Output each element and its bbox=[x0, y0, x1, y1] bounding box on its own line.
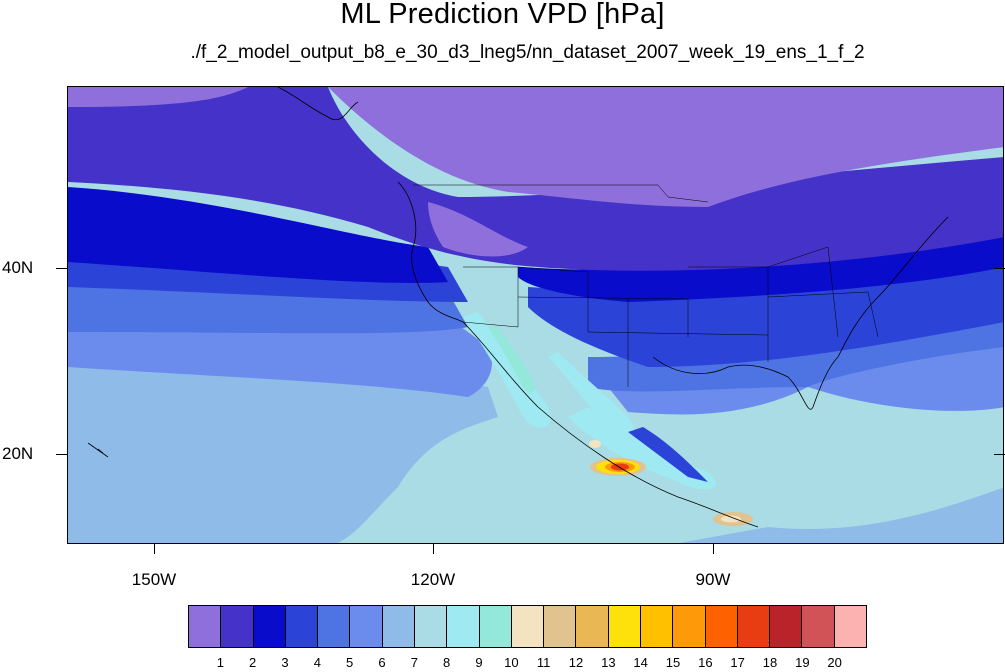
legend-label: 18 bbox=[762, 655, 778, 670]
legend-swatch bbox=[350, 606, 383, 647]
legend-label: 2 bbox=[249, 655, 257, 670]
legend-label: 17 bbox=[730, 655, 745, 670]
legend-label: 6 bbox=[378, 655, 386, 670]
legend-label: 10 bbox=[504, 655, 519, 670]
legend-swatch bbox=[640, 606, 674, 647]
legend-swatch bbox=[414, 606, 448, 647]
plot-title: ML Prediction VPD [hPa] bbox=[340, 0, 665, 30]
plot-subtitle: ./f_2_model_output_b8_e_30_d3_lneg5/nn_d… bbox=[190, 42, 865, 63]
legend-label: 12 bbox=[568, 655, 584, 670]
legend-label: 5 bbox=[346, 655, 354, 670]
legend-swatch bbox=[221, 606, 254, 647]
lon-label-150w: 150W bbox=[131, 570, 177, 589]
legend-label: 14 bbox=[633, 655, 648, 670]
legend-swatch bbox=[189, 606, 222, 647]
legend-label: 8 bbox=[443, 655, 451, 670]
legend-label: 4 bbox=[313, 655, 321, 670]
legend-label: 20 bbox=[827, 655, 842, 670]
legend-label: 11 bbox=[536, 655, 551, 670]
legend-swatch bbox=[382, 606, 415, 647]
legend-label: 19 bbox=[795, 655, 810, 670]
legend-swatch bbox=[770, 606, 803, 647]
legend-swatch bbox=[673, 606, 706, 647]
lon-label-120w: 120W bbox=[410, 570, 456, 589]
tick-40n-left bbox=[56, 268, 67, 269]
legend-swatch bbox=[511, 606, 545, 647]
legend-label: 13 bbox=[601, 655, 616, 670]
lon-label-90w: 90W bbox=[695, 570, 731, 589]
legend-swatch bbox=[479, 606, 512, 647]
legend-swatch bbox=[705, 606, 738, 647]
vpd-contour-map bbox=[67, 86, 1004, 544]
lat-label-40n: 40N bbox=[2, 258, 34, 277]
lat-label-20n: 20N bbox=[2, 444, 34, 463]
legend-swatch bbox=[253, 606, 286, 647]
legend-swatch bbox=[447, 606, 480, 647]
legend-swatch bbox=[576, 606, 609, 647]
tick-90w bbox=[713, 543, 714, 554]
legend-label: 16 bbox=[698, 655, 713, 670]
band-2 bbox=[68, 87, 1003, 271]
legend-label: 7 bbox=[410, 655, 418, 670]
band-7 bbox=[68, 337, 498, 543]
legend-label: 9 bbox=[475, 655, 483, 670]
legend-label: 3 bbox=[281, 655, 289, 670]
legend-swatch bbox=[285, 606, 319, 647]
legend-label: 15 bbox=[665, 655, 681, 670]
legend-swatch bbox=[737, 606, 771, 647]
legend-swatch bbox=[802, 606, 835, 647]
band-4-south bbox=[628, 427, 708, 482]
legend-swatch bbox=[318, 606, 351, 647]
tick-120w bbox=[433, 543, 434, 554]
legend-swatch bbox=[544, 606, 577, 647]
coastlines bbox=[87, 87, 949, 528]
band-3 bbox=[68, 187, 448, 283]
tick-20n-right bbox=[994, 454, 1005, 455]
legend-swatch bbox=[608, 606, 641, 647]
state-boundaries bbox=[413, 184, 879, 387]
tick-40n-right bbox=[994, 268, 1005, 269]
band-1 bbox=[328, 87, 1003, 207]
legend-label: 1 bbox=[216, 655, 224, 670]
tick-150w bbox=[154, 543, 155, 554]
legend-swatch bbox=[834, 606, 866, 647]
color-legend bbox=[188, 605, 867, 648]
tick-20n-left bbox=[56, 454, 67, 455]
band-9 bbox=[463, 312, 551, 428]
